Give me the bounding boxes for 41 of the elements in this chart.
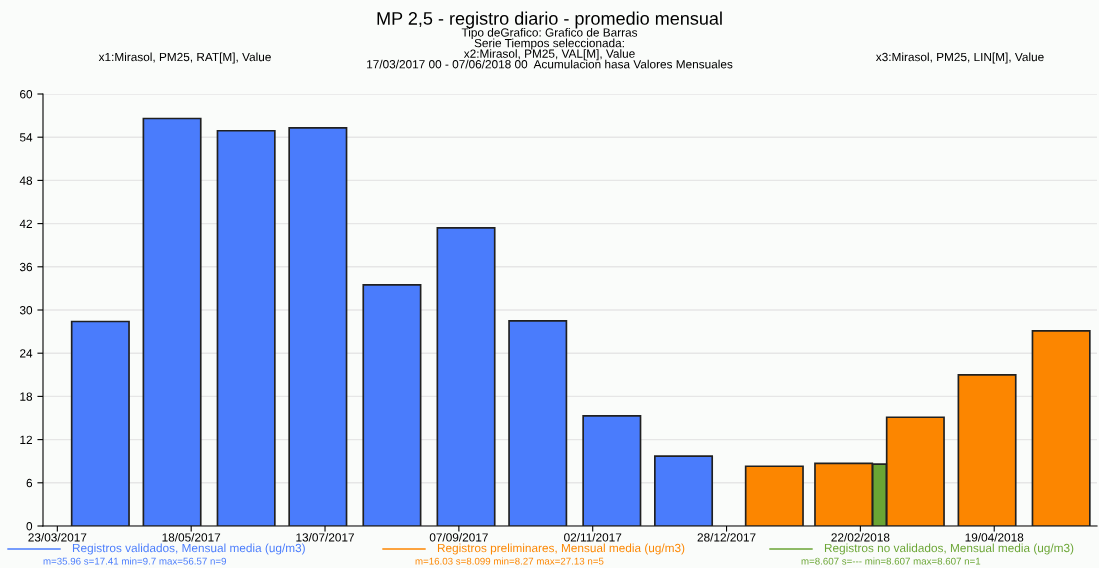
legend-label: Registros no validados, Mensual media (ug/m3) [824, 543, 1074, 555]
y-tick-label: 48 [19, 176, 33, 185]
chart-subtitle: Tipo deGrafico: Grafico de Barras Serie Tiempos seleccionada: x2:Mirasol, PM25, VAL[M], Value 17/03/2017 00 - 07/06/2018 00 Acumulacion hasa Valores Mensuales [367, 28, 733, 69]
y-tick-label: 36 [19, 262, 33, 272]
y-tick-label: 12 [20, 435, 32, 444]
bar [288, 127, 348, 526]
bar [582, 415, 642, 526]
y-tick-label: 54 [19, 133, 33, 142]
x-tick-label: 13/07/2017 [296, 532, 354, 542]
text: m=16.03 s=8.099 min=8.27 max=27.13 n=5 [415, 557, 604, 565]
x-tick-label: 02/11/2017 [564, 532, 622, 542]
x-tick-label: 22/02/2018 [831, 532, 890, 542]
y-tick-label: 0 [26, 522, 33, 531]
y-tick-label: 30 [19, 306, 33, 315]
y-tick-label: 24 [20, 349, 33, 358]
bar [1031, 330, 1091, 526]
x-tick-label: 07/09/2017 [429, 532, 488, 542]
bar [362, 283, 422, 526]
y-tick-label: 42 [19, 219, 32, 228]
bar [216, 129, 276, 526]
legend-label: Registros validados, Mensual media (ug/m3) [72, 543, 305, 555]
text: x3:Mirasol, PM25, LIN[M], Value [875, 52, 1044, 64]
x-tick-label: 23/03/2017 [28, 532, 87, 542]
bar [744, 465, 804, 526]
y-tick-label: 60 [20, 90, 33, 99]
chart-title: MP 2,5 - registro diario - promedio mensual [377, 11, 722, 29]
text: x1:Mirasol, PM25, RAT[M], Value [98, 52, 271, 64]
bar [508, 319, 568, 526]
bar [436, 227, 496, 526]
y-tick-label: 18 [20, 392, 33, 401]
text: m=8.607 s=--- min=8.607 max=8.607 n=1 [801, 557, 981, 565]
x-tick-label: 19/04/2018 [965, 532, 1024, 542]
text: m=35.96 s=17.41 min=9.7 max=56.57 n=9 [43, 557, 227, 565]
x-tick-label: 28/12/2017 [697, 532, 756, 542]
bar [654, 455, 714, 526]
x-tick-label: 18/05/2017 [162, 532, 221, 542]
bar [957, 373, 1017, 526]
legend-label: Registros preliminares, Mensual media (ug/m3) [437, 543, 685, 555]
bar [70, 320, 130, 526]
y-tick-label: 6 [26, 478, 33, 488]
bar [142, 117, 202, 526]
